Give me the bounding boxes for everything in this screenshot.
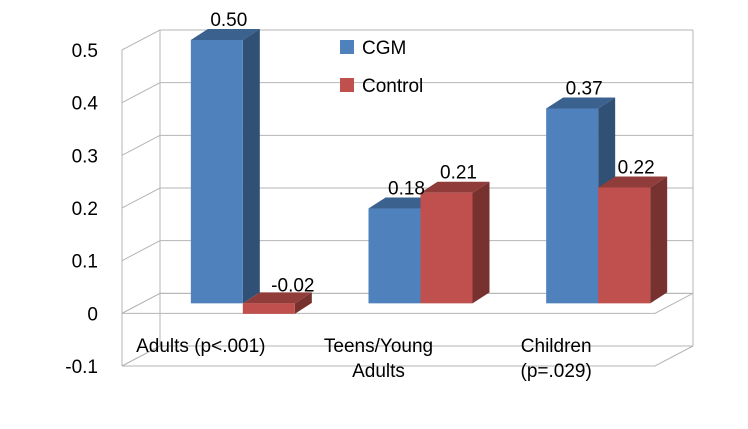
data-label: 0.50 (210, 10, 247, 31)
gridline (121, 29, 693, 51)
gridline (121, 134, 693, 156)
legend-swatch-cgm (340, 40, 354, 54)
bar-side-face (650, 176, 668, 304)
data-label: 0.18 (388, 179, 425, 200)
bar-front-face (368, 208, 421, 304)
x-tick-label: Teens/Young (324, 336, 433, 357)
bar-front-face (420, 192, 473, 304)
x-axis-tick-labels: Adults (p<.001) Teens/Young Adults Children… (136, 336, 592, 382)
bar-top-face (190, 29, 260, 40)
bar-top-face (242, 292, 312, 304)
bar-front-face (598, 187, 651, 304)
x-tick-label: Adults (352, 361, 405, 382)
gridline (121, 345, 693, 367)
y-tick-label: 0.3 (72, 146, 98, 167)
bar-control-1 (420, 181, 490, 304)
bar-top-face (420, 181, 490, 193)
y-tick-label: 0.5 (72, 41, 98, 62)
bar-cgm-0 (190, 29, 260, 304)
bar-control-0 (242, 292, 312, 314)
bar-front-face (190, 40, 243, 304)
y-tick-label: 0.4 (72, 94, 99, 115)
y-tick-label: 0.2 (72, 199, 98, 220)
bar-top-face (368, 197, 438, 209)
legend: CGM Control (340, 38, 423, 97)
y-tick-label: -0.1 (65, 357, 98, 378)
y-axis-tick-labels: -0.1 0 0.1 0.2 0.3 0.4 0.5 (65, 41, 98, 378)
gridline (121, 292, 693, 314)
bar-front-face (242, 303, 295, 314)
bar-front-face (546, 108, 599, 304)
y-tick-label: 0.1 (72, 252, 98, 273)
bar-side-face (472, 181, 490, 304)
x-tick-label: (p=.029) (521, 361, 592, 382)
legend-label-cgm: CGM (362, 38, 406, 59)
x-tick-label: Children (521, 336, 592, 357)
bar-top-face (546, 97, 616, 109)
bar-side-face (242, 29, 260, 304)
gridlines (121, 29, 693, 367)
bar-control-2 (598, 176, 668, 304)
bar-side-face (294, 292, 312, 314)
gridline (121, 187, 693, 209)
legend-swatch-control (340, 78, 354, 92)
bars (190, 29, 668, 314)
x-tick-label: Adults (p<.001) (136, 336, 265, 357)
y-tick-label: 0 (87, 304, 98, 325)
data-label: -0.02 (271, 275, 314, 296)
data-label: 0.22 (618, 157, 655, 178)
gridline (121, 82, 693, 104)
data-label: 0.21 (440, 163, 477, 184)
gridline (121, 240, 693, 262)
legend-label-control: Control (362, 76, 423, 97)
bar-top-face (598, 176, 668, 188)
data-label: 0.37 (566, 78, 603, 99)
data-labels: 0.50 -0.02 0.18 0.21 0.37 0.22 (210, 10, 654, 296)
